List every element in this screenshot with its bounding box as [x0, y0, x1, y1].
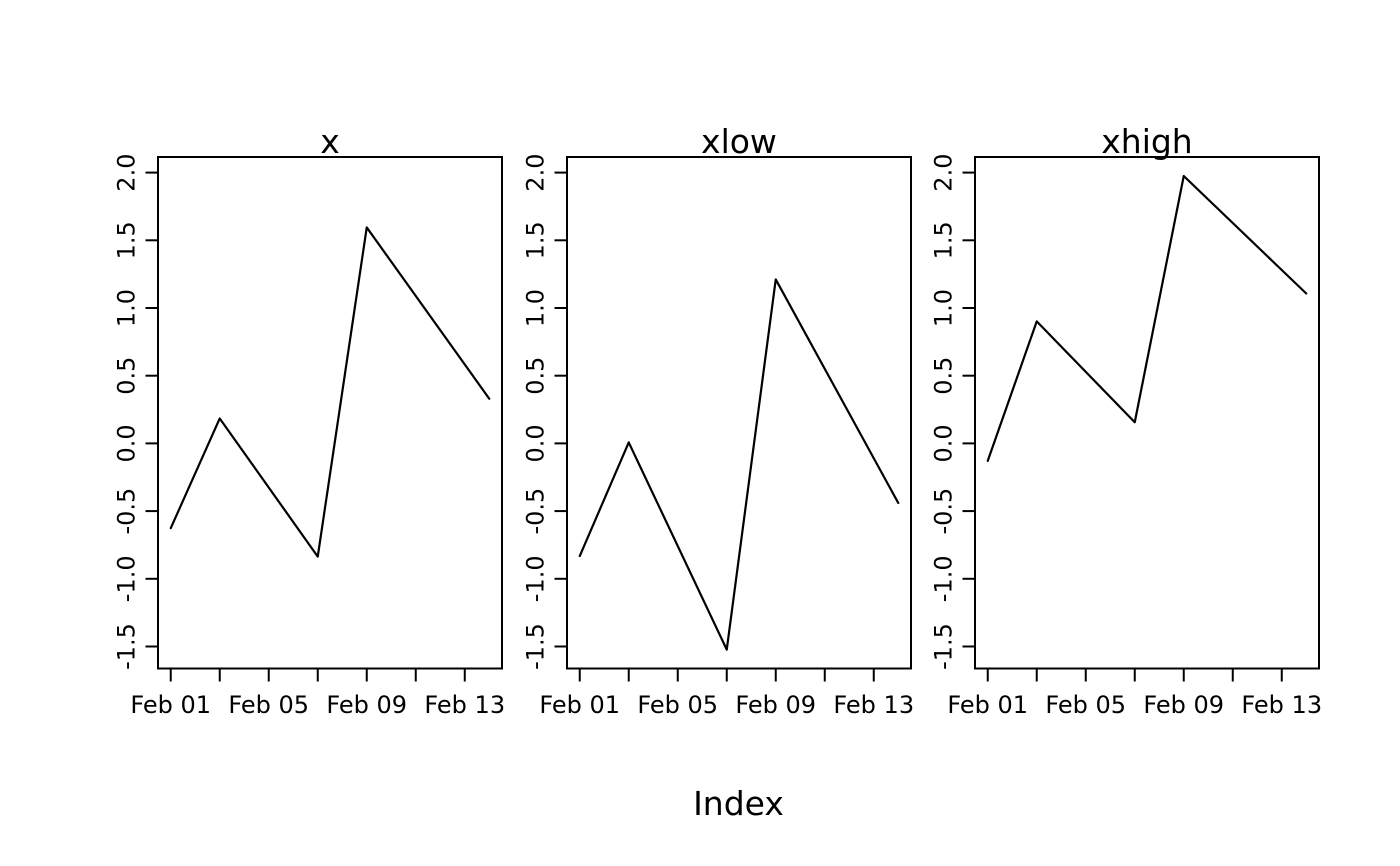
panel-xlow: 2.0 1.5 1.0 0.5 0.0 -0.5 -1.0 -1.5 Feb 01 Feb 05 F… [522, 122, 915, 719]
x-axis-title: Index [693, 784, 784, 823]
panel-xhigh: 2.0 1.5 1.0 0.5 0.0 -0.5 -1.0 -1.5 Feb 01 Feb 05 F… [930, 122, 1323, 719]
y-tick-label: -1.0 [113, 555, 141, 602]
y-tick-label: 0.5 [113, 357, 141, 395]
y-tick-label: 2.0 [930, 154, 958, 192]
series-line-xlow [578, 278, 900, 651]
x-tick-label: Feb 13 [1241, 691, 1322, 719]
y-tick-label: -0.5 [113, 488, 141, 535]
panel-x: 2.0 1.5 1.0 0.5 0.0 -0.5 -1.0 -1.5 Feb 01 Feb 05 F… [113, 122, 506, 719]
x-tick-label: Feb 05 [228, 691, 309, 719]
y-tick-label: 1.0 [113, 289, 141, 327]
y-tick-label: -1.0 [522, 555, 550, 602]
x-tick-label: Feb 01 [947, 691, 1028, 719]
y-tick-label: 1.5 [522, 221, 550, 259]
x-tick-label: Feb 09 [1143, 691, 1224, 719]
plot-box [157, 156, 503, 670]
y-tick-label: -0.5 [930, 488, 958, 535]
panel-title-xhigh: xhigh [1101, 122, 1192, 161]
panel-title-xlow: xlow [701, 122, 777, 161]
y-tick-label: 1.0 [522, 289, 550, 327]
y-tick-label: 0.0 [113, 424, 141, 462]
x-tick-label: Feb 09 [326, 691, 407, 719]
x-tick-label: Feb 13 [833, 691, 914, 719]
y-tick-label: 2.0 [522, 154, 550, 192]
x-tick-label: Feb 09 [735, 691, 816, 719]
x-tick-label: Feb 01 [539, 691, 620, 719]
y-tick-label: 1.0 [930, 289, 958, 327]
y-tick-label: 0.0 [930, 424, 958, 462]
y-tick-label: -1.5 [113, 623, 141, 670]
y-tick-label: 2.0 [113, 154, 141, 192]
x-tick-label: Feb 01 [130, 691, 211, 719]
series-line-xhigh [986, 174, 1308, 462]
y-tick-label: 1.5 [113, 221, 141, 259]
y-tick-label: -1.0 [930, 555, 958, 602]
x-tick-label: Feb 05 [637, 691, 718, 719]
plot-box [566, 156, 912, 670]
x-tick-label: Feb 13 [424, 691, 505, 719]
series-line-x [169, 226, 491, 558]
panels-group: 2.0 1.5 1.0 0.5 0.0 -0.5 -1.0 -1.5 Feb 01 Feb 05 F… [113, 122, 1323, 719]
y-tick-label: -1.5 [930, 623, 958, 670]
plot-box [974, 156, 1320, 670]
y-tick-label: 0.0 [522, 424, 550, 462]
y-tick-label: -1.5 [522, 623, 550, 670]
y-tick-label: 0.5 [930, 357, 958, 395]
y-tick-label: 1.5 [930, 221, 958, 259]
y-tick-label: 0.5 [522, 357, 550, 395]
panel-title-x: x [320, 122, 340, 161]
y-tick-label: -0.5 [522, 488, 550, 535]
x-tick-label: Feb 05 [1045, 691, 1126, 719]
